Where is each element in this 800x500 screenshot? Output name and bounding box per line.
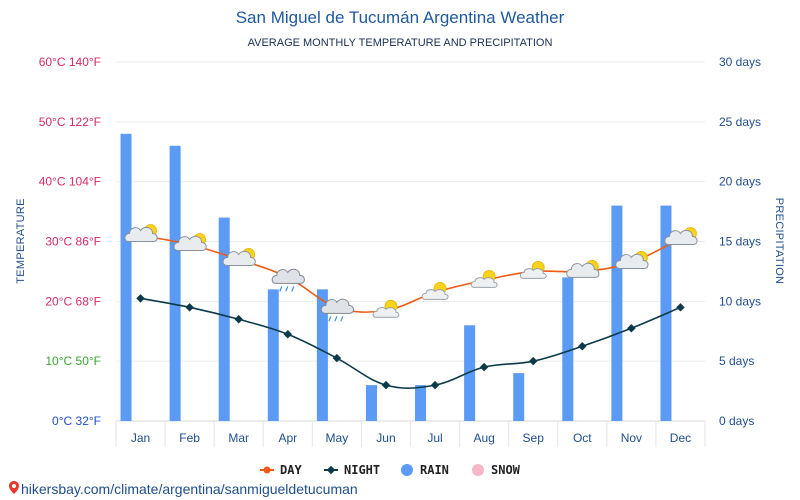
legend-item-day: DAY	[260, 463, 302, 477]
temperature-tick-label: 40°C 104°F	[39, 175, 101, 189]
night-point	[578, 341, 587, 351]
night-point	[136, 294, 145, 303]
rain-bar	[120, 133, 132, 422]
sun-cloud-icon	[470, 269, 498, 288]
month-tick-label: Dec	[670, 431, 691, 445]
precipitation-axis-label: PRECIPITATION	[773, 198, 785, 285]
night-point	[479, 362, 489, 372]
precipitation-tick-label: 20 days	[719, 175, 761, 189]
month-tick-label: Oct	[573, 431, 592, 445]
partly-cloudy-icon	[222, 248, 256, 266]
night-point	[332, 353, 342, 363]
partly-cloudy-icon	[664, 227, 698, 246]
line-dot-marker	[263, 466, 271, 474]
temperature-axis-label: TEMPERATURE	[15, 198, 27, 284]
legend: DAY NIGHT RAIN SNOW	[260, 463, 521, 477]
rain-bar	[415, 385, 427, 421]
night-point	[676, 303, 685, 312]
temperature-tick-label: 30°C 86°F	[45, 235, 101, 249]
rain-bar	[464, 325, 476, 421]
rain-bar	[316, 289, 328, 421]
precipitation-tick-label: 25 days	[719, 115, 761, 129]
legend-label: RAIN	[420, 463, 449, 477]
legend-item-rain: RAIN	[401, 463, 449, 477]
rain-bar	[513, 373, 525, 421]
legend-label: DAY	[280, 463, 302, 477]
rain-cloud-icon	[271, 268, 305, 292]
temperature-tick-label: 0°C 32°F	[52, 414, 101, 428]
map-pin-icon	[9, 481, 19, 494]
rain-bar	[169, 145, 181, 421]
month-tick-label: Sep	[523, 431, 545, 445]
precipitation-axis: 0 days 5 days 10 days 15 days 20 days 25 days…	[719, 55, 761, 428]
month-tick-label: Jun	[376, 431, 395, 445]
partly-cloudy-icon	[566, 260, 600, 278]
month-tick-label: Jan	[131, 431, 150, 445]
sun-cloud-icon	[519, 261, 547, 279]
month-tick-label: Aug	[473, 431, 494, 445]
weather-icons	[124, 224, 698, 322]
temperature-lines	[136, 232, 685, 390]
night-line	[140, 297, 681, 389]
line-diamond-marker	[326, 465, 336, 475]
precipitation-tick-label: 0 days	[719, 414, 754, 428]
precipitation-tick-label: 15 days	[719, 235, 761, 249]
rain-bar	[365, 385, 377, 421]
rain-bar	[218, 217, 230, 421]
chart-subtitle: AVERAGE MONTHLY TEMPERATURE AND PRECIPIT…	[248, 37, 553, 49]
grid-lines	[115, 61, 706, 447]
rain-bar	[267, 289, 279, 421]
rain-bar	[562, 277, 574, 421]
sun-cloud-icon	[372, 299, 400, 318]
rain-bar	[611, 205, 623, 421]
circle-icon	[472, 464, 484, 476]
precipitation-tick-label: 5 days	[719, 354, 754, 368]
legend-label: SNOW	[491, 463, 521, 477]
partly-cloudy-icon	[615, 251, 649, 269]
legend-label: NIGHT	[344, 463, 380, 477]
night-point	[430, 380, 440, 390]
temperature-tick-label: 60°C 140°F	[39, 55, 101, 69]
rain-cloud-icon	[320, 298, 354, 322]
month-tick-label: Apr	[278, 431, 297, 445]
night-point	[185, 303, 194, 312]
temperature-tick-label: 10°C 50°F	[45, 354, 101, 368]
temperature-tick-label: 50°C 122°F	[39, 115, 101, 129]
footer: hikersbay.com/climate/argentina/sanmigue…	[9, 481, 358, 497]
legend-item-night: NIGHT	[324, 463, 380, 477]
month-tick-label: Nov	[621, 431, 642, 445]
precipitation-tick-label: 30 days	[719, 55, 761, 69]
temperature-axis: 0°C 32°F 10°C 50°F 20°C 68°F 30°C 86°F 40°C …	[39, 55, 101, 428]
circle-icon	[401, 464, 413, 476]
sun-cloud-icon	[421, 281, 449, 300]
chart-title: San Miguel de Tucumán Argentina Weather	[236, 8, 565, 27]
partly-cloudy-icon	[173, 233, 207, 251]
month-axis: Jan Feb Mar Apr May Jun Jul Aug Sep Oct Nov Dec	[131, 431, 691, 445]
footer-link[interactable]: hikersbay.com/climate/argentina/sanmigue…	[21, 481, 358, 497]
night-point	[528, 356, 538, 366]
night-point	[627, 324, 636, 333]
precipitation-tick-label: 10 days	[719, 294, 761, 308]
night-point	[234, 315, 243, 324]
partly-cloudy-icon	[124, 224, 158, 243]
night-point	[381, 380, 391, 390]
legend-item-snow: SNOW	[472, 463, 521, 477]
month-tick-label: May	[326, 431, 349, 445]
night-point	[283, 329, 293, 339]
month-tick-label: Feb	[179, 431, 200, 445]
month-tick-label: Jul	[427, 431, 442, 445]
month-tick-label: Mar	[228, 431, 249, 445]
temperature-tick-label: 20°C 68°F	[45, 294, 101, 308]
